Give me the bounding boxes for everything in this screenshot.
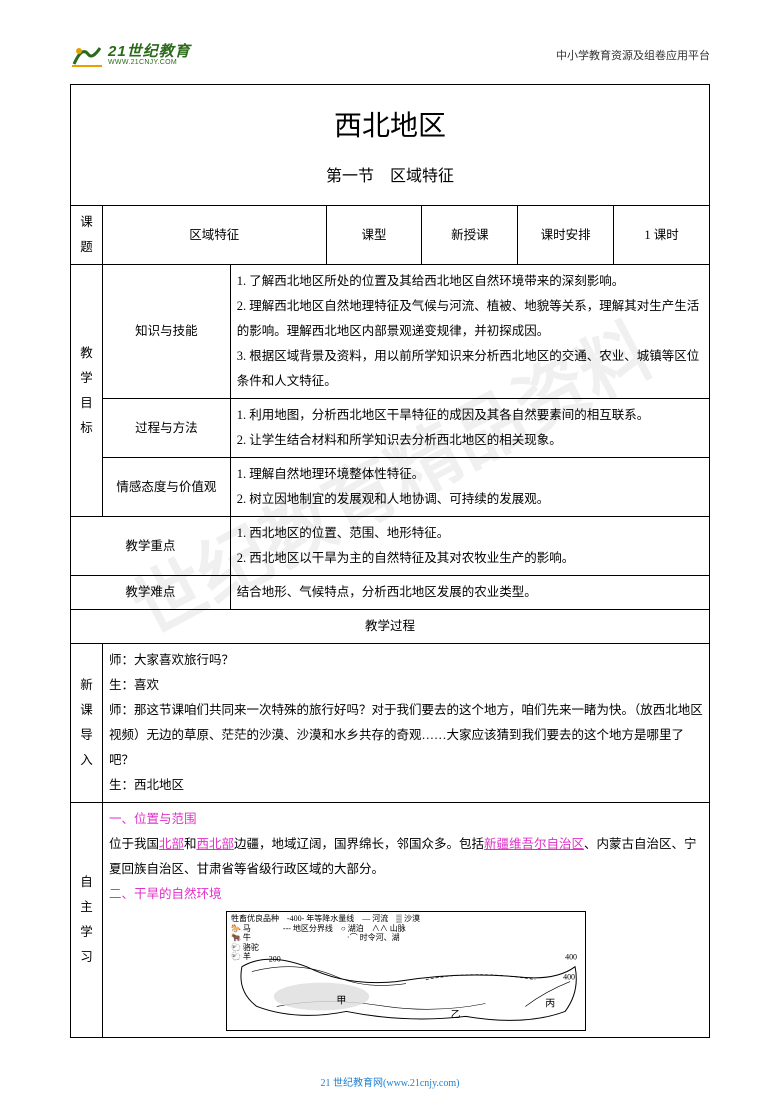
- underline: 西北部: [196, 837, 234, 851]
- underline: 新疆维吾尔自治区: [484, 837, 584, 851]
- page: 21世纪教育 WWW.21CNJY.COM 中小学教育资源及组卷应用平台 西北地…: [0, 0, 780, 1068]
- label-keypoints: 教学重点: [71, 517, 231, 576]
- text-process: 1. 利用地图，分析西北地区干旱特征的成因及其各自然要素间的相互联系。 2. 让…: [230, 399, 709, 458]
- logo: 21世纪教育 WWW.21CNJY.COM: [70, 40, 191, 70]
- section1-title: 一、位置与范围: [109, 807, 703, 832]
- info-row: 课题 区域特征 课型 新授课 课时安排 1 课时: [71, 206, 710, 265]
- label-knowledge: 知识与技能: [102, 265, 230, 399]
- intro-line: 生：西北地区: [109, 773, 703, 798]
- logo-text-url: WWW.21CNJY.COM: [108, 59, 191, 66]
- header: 21世纪教育 WWW.21CNJY.COM 中小学教育资源及组卷应用平台: [70, 40, 710, 70]
- header-subtitle: 中小学教育资源及组卷应用平台: [556, 47, 710, 63]
- map-svg: 甲 乙 丙 200 400 400: [227, 912, 585, 1031]
- value-type: 新授课: [422, 206, 518, 265]
- selfstudy-body: 一、位置与范围 位于我国北部和西北部边疆，地域辽阔，国界绵长，邻国众多。包括新疆…: [102, 803, 709, 1038]
- map-figure: 牲畜优良品种 -400- 年等降水量线 — 河流 ▒ 沙漠 🐎 马 --- 地区…: [226, 911, 586, 1031]
- text-emotion: 1. 理解自然地理环境整体性特征。 2. 树立因地制宜的发展观和人地协调、可持续…: [230, 458, 709, 517]
- underline: 北部: [159, 837, 184, 851]
- label-goals: 教学目标: [71, 265, 103, 517]
- footer: 21 世纪教育网(www.21cnjy.com): [0, 1074, 780, 1089]
- label-type: 课型: [326, 206, 422, 265]
- map-annot: 400: [565, 953, 577, 962]
- map-label: 丙: [545, 998, 555, 1009]
- label-intro: 新课导入: [71, 644, 103, 803]
- page-title: 西北地区: [77, 89, 703, 161]
- intro-line: 生：喜欢: [109, 673, 703, 698]
- logo-icon: [70, 40, 104, 70]
- intro-body: 师：大家喜欢旅行吗？ 生：喜欢 师：那这节课咱们共同来一次特殊的旅行好吗？对于我…: [102, 644, 709, 803]
- text-keypoints: 1. 西北地区的位置、范围、地形特征。 2. 西北地区以干旱为主的自然特征及其对…: [230, 517, 709, 576]
- label-schedule: 课时安排: [518, 206, 614, 265]
- text-hardpoints: 结合地形、气候特点，分析西北地区发展的农业类型。: [230, 576, 709, 610]
- text-knowledge: 1. 了解西北地区所处的位置及其给西北地区自然环境带来的深刻影响。 2. 理解西…: [230, 265, 709, 399]
- label-topic: 课题: [71, 206, 103, 265]
- map-label: 乙: [451, 1008, 461, 1020]
- footer-text: 21 世纪教育网(www.21cnjy.com): [321, 1078, 460, 1089]
- main-table: 西北地区 第一节 区域特征 课题 区域特征 课型 新授课 课时安排 1 课时 教…: [70, 84, 710, 1038]
- map-annot: 400: [563, 973, 575, 982]
- value-topic: 区域特征: [102, 206, 326, 265]
- logo-text-cn: 21世纪教育: [108, 44, 191, 59]
- page-subtitle: 第一节 区域特征: [77, 161, 703, 201]
- map-annot: 200: [269, 955, 281, 964]
- label-emotion: 情感态度与价值观: [102, 458, 230, 517]
- label-process: 过程与方法: [102, 399, 230, 458]
- title-row: 西北地区 第一节 区域特征: [71, 85, 710, 206]
- label-selfstudy: 自主学习: [71, 803, 103, 1038]
- intro-line: 师：大家喜欢旅行吗？: [109, 648, 703, 673]
- label-process-section: 教学过程: [71, 610, 710, 644]
- intro-line: 师：那这节课咱们共同来一次特殊的旅行好吗？对于我们要去的这个地方，咱们先来一睹为…: [109, 698, 703, 773]
- map-label: 甲: [336, 995, 346, 1006]
- value-schedule: 1 课时: [614, 206, 710, 265]
- section2-title: 二、干旱的自然环境: [109, 882, 703, 907]
- label-hardpoints: 教学难点: [71, 576, 231, 610]
- section1-body: 位于我国北部和西北部边疆，地域辽阔，国界绵长，邻国众多。包括新疆维吾尔自治区、内…: [109, 832, 703, 882]
